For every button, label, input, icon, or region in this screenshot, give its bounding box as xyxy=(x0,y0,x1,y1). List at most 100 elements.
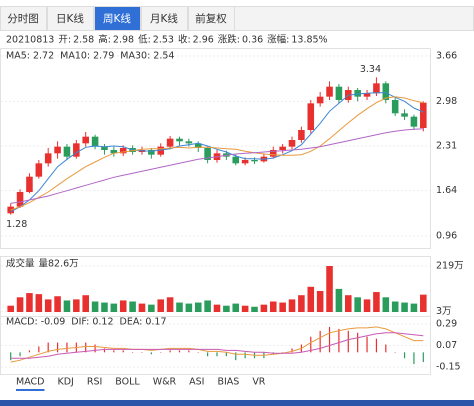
volume-title: 成交量 xyxy=(6,258,35,270)
volume-bar xyxy=(119,300,127,312)
indicator-tab[interactable]: BIAS xyxy=(217,377,239,388)
candle-body xyxy=(241,160,249,164)
macd-bar xyxy=(47,342,49,353)
macd-bar xyxy=(366,336,368,353)
y-tick-label: 2.31 xyxy=(436,141,457,152)
y-tick-label: 1.64 xyxy=(436,185,457,196)
candle-body xyxy=(232,156,240,164)
macd-bar xyxy=(375,338,378,353)
volume-bar xyxy=(232,303,240,312)
info-text: 涨跌: xyxy=(218,34,240,46)
indicator-tab[interactable]: RSI xyxy=(87,377,102,388)
candle-body xyxy=(288,140,296,147)
info-text: 0.36 xyxy=(242,35,263,46)
volume-bar xyxy=(391,301,399,312)
candle-body xyxy=(157,146,165,155)
volume-bar xyxy=(251,306,258,312)
indicator-tab[interactable]: W&R xyxy=(153,377,177,388)
candle-body xyxy=(204,148,211,160)
volume-bar xyxy=(363,299,371,312)
macd-bar xyxy=(385,344,387,353)
macd-bar xyxy=(338,328,340,353)
info-text: 13.85% xyxy=(291,35,327,46)
macd-bar xyxy=(66,342,68,353)
macd-bar xyxy=(197,352,199,353)
y-tick-label: -0.15 xyxy=(436,362,461,373)
tab-label[interactable]: 分时图 xyxy=(7,13,39,25)
macd-bar xyxy=(207,352,209,357)
candle-body xyxy=(44,153,52,164)
volume-bar xyxy=(241,305,249,312)
info-text: 涨幅: xyxy=(267,34,289,46)
info-text: 高: xyxy=(98,34,111,46)
indicator-line xyxy=(10,332,424,359)
candle-body xyxy=(410,116,418,127)
macd-bar xyxy=(122,350,124,353)
indicator-tab[interactable]: MACD xyxy=(16,377,44,388)
info-text: 2.53 xyxy=(153,35,174,46)
candle-body xyxy=(354,90,361,97)
volume-bar xyxy=(129,301,136,312)
legend-entry: MA5: 2.72 xyxy=(6,51,54,62)
candle-body xyxy=(7,206,14,214)
indicator-tab[interactable]: BOLL xyxy=(115,377,140,388)
volume-bar xyxy=(223,305,230,312)
indicator-line xyxy=(10,92,424,213)
macd-bar xyxy=(178,350,181,353)
tab-label[interactable]: 前复权 xyxy=(195,12,227,25)
candle-body xyxy=(35,163,43,177)
macd-bar xyxy=(291,348,293,353)
macd-bar xyxy=(394,352,396,353)
volume-bar xyxy=(260,304,268,312)
tab[interactable] xyxy=(0,6,47,31)
volume-bar xyxy=(345,295,352,312)
macd-bar xyxy=(141,352,143,353)
indicator-tab[interactable]: KDJ xyxy=(57,377,73,388)
y-tick-label: 0.07 xyxy=(436,340,457,351)
candle-body xyxy=(251,160,258,162)
volume-bar xyxy=(382,297,390,312)
volume-bar xyxy=(373,292,380,312)
indicator-line xyxy=(10,326,424,363)
candle-body xyxy=(335,86,343,100)
volume-bar xyxy=(204,300,211,312)
tab-label[interactable]: 月K线 xyxy=(150,12,178,25)
macd-panel xyxy=(0,316,431,375)
macd-bar xyxy=(244,352,246,359)
volume-bar xyxy=(82,295,89,312)
info-text: 20210813 xyxy=(6,35,54,46)
indicator-line xyxy=(10,96,424,211)
candle-body xyxy=(16,192,24,207)
volume-bar xyxy=(138,303,146,312)
legend-entry: MA10: 2.79 xyxy=(60,51,114,62)
macd-bar xyxy=(235,352,237,361)
volume-bar xyxy=(73,299,80,312)
macd-bar xyxy=(225,352,227,357)
macd-bar xyxy=(347,330,349,353)
y-tick-label: 219万 xyxy=(436,261,464,272)
volume-bar xyxy=(176,302,183,312)
macd-bar xyxy=(132,352,134,353)
tab[interactable] xyxy=(94,6,141,31)
tab[interactable] xyxy=(188,6,235,31)
tab[interactable] xyxy=(141,6,188,31)
volume-bar xyxy=(54,296,61,312)
info-text: 2.58 xyxy=(73,35,94,46)
volume-bar xyxy=(148,304,155,312)
candle-body xyxy=(391,100,399,114)
volume-bar xyxy=(326,266,333,312)
candle-body xyxy=(194,143,202,148)
volume-bar xyxy=(401,302,408,312)
indicator-tab[interactable]: VR xyxy=(252,377,265,388)
macd-bar xyxy=(216,352,218,357)
tab-label[interactable]: 周K线 xyxy=(103,12,131,25)
volume-bar xyxy=(288,299,296,312)
macd-bar xyxy=(38,346,40,353)
indicator-tab[interactable]: ASI xyxy=(189,377,204,388)
candle-body xyxy=(166,138,174,147)
volume-bar xyxy=(7,305,14,312)
tab-label[interactable]: 日K线 xyxy=(56,12,84,25)
tab[interactable] xyxy=(47,6,94,31)
volume-bar xyxy=(213,304,221,312)
candle-body xyxy=(326,86,333,97)
